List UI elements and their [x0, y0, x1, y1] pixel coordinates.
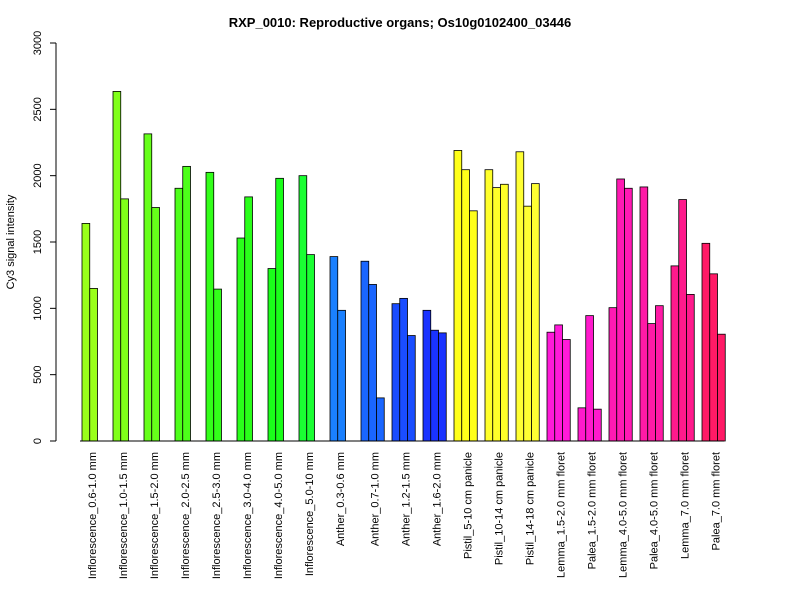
- x-tick-label: Inflorescence_2.5-3.0 mm: [211, 452, 223, 579]
- x-tick-label: Inflorescence_4.0-5.0 mm: [273, 452, 285, 579]
- bar: [174, 187, 184, 442]
- x-tick-label: Inflorescence_1.0-1.5 mm: [118, 452, 130, 579]
- bar: [275, 177, 284, 442]
- x-tick-label: Inflorescence_0.6-1.0 mm: [87, 452, 99, 579]
- y-tick-label: 1500: [32, 230, 44, 254]
- bar: [717, 333, 726, 442]
- bar: [205, 171, 215, 442]
- y-tick-label: 2000: [32, 163, 44, 187]
- x-tick-label: Anther_1.6-2.0 mm: [432, 452, 444, 546]
- bar: [151, 207, 160, 442]
- bar: [376, 397, 385, 442]
- x-tick-label: Anther_0.3-0.6 mm: [335, 452, 347, 546]
- bar: [306, 254, 315, 442]
- bar: [236, 237, 246, 442]
- bar: [430, 329, 439, 442]
- bar: [546, 331, 556, 442]
- y-tick-label: 1000: [32, 296, 44, 320]
- x-tick-label: Inflorescence_2.0-2.5 mm: [180, 452, 192, 579]
- x-tick-labels: Inflorescence_0.6-1.0 mm Inflorescence_1.…: [87, 452, 723, 579]
- bar: [655, 305, 664, 442]
- x-tick-label: Palea_1.5-2.0 mm floret: [587, 452, 599, 569]
- bar: [515, 151, 525, 442]
- bar: [709, 273, 718, 442]
- bar: [585, 315, 594, 442]
- x-tick-label: Lemma_4.0-5.0 mm floret: [618, 452, 630, 578]
- bar: [81, 223, 91, 442]
- bar: [112, 91, 122, 442]
- bars: [81, 91, 726, 442]
- bar: [244, 196, 253, 442]
- x-tick-label: Inflorescence_5.0-10 mm: [304, 452, 316, 576]
- bar: [593, 408, 602, 442]
- bar: [329, 256, 339, 442]
- x-tick-label: Lemma_7.0 mm floret: [680, 452, 692, 559]
- y-tick-label: 0: [32, 438, 44, 444]
- bar: [407, 335, 416, 442]
- bar: [469, 210, 478, 442]
- bar: [531, 183, 540, 442]
- bar: [670, 265, 680, 442]
- bar: [523, 205, 532, 442]
- y-axis: 0 500 1000 1500 2000 2500 3000: [32, 31, 57, 444]
- bar: [616, 178, 625, 442]
- bar: [267, 268, 277, 442]
- bar: [298, 175, 308, 442]
- bar: [500, 183, 509, 442]
- y-tick-label: 2500: [32, 97, 44, 121]
- bar: [89, 288, 98, 442]
- bar: [422, 309, 432, 442]
- bar: [577, 407, 587, 442]
- y-tick-label: 500: [32, 365, 44, 383]
- bar: [438, 332, 447, 442]
- bar: [554, 324, 563, 442]
- bar: [391, 303, 401, 442]
- bar: [461, 169, 470, 442]
- x-tick-label: Palea_4.0-5.0 mm floret: [649, 452, 661, 569]
- y-axis-label: Cy3 signal intensity: [5, 194, 17, 289]
- x-tick-label: Pistil_5-10 cm panicle: [463, 452, 475, 559]
- bar: [484, 169, 494, 442]
- x-tick-label: Pistil_14-18 cm panicle: [525, 452, 537, 565]
- x-tick-label: Lemma_1.5-2.0 mm floret: [556, 452, 568, 578]
- bar: [399, 297, 408, 442]
- bar: [492, 187, 501, 442]
- bar: [453, 150, 463, 442]
- bar: [120, 198, 129, 442]
- bar: [647, 323, 656, 442]
- bar: [143, 133, 153, 442]
- bar: [678, 199, 687, 442]
- bar: [686, 294, 695, 442]
- bar: [639, 186, 649, 442]
- bar: [562, 339, 571, 442]
- bar: [213, 288, 222, 442]
- x-tick-label: Anther_0.7-1.0 mm: [370, 452, 382, 546]
- bar: [337, 309, 346, 442]
- x-tick-label: Palea_7.0 mm floret: [711, 452, 723, 550]
- bar: [624, 187, 633, 442]
- bar: [368, 284, 377, 442]
- x-tick-label: Inflorescence_3.0-4.0 mm: [242, 452, 254, 579]
- y-tick-label: 3000: [32, 31, 44, 55]
- bar: [701, 242, 711, 442]
- bar: [608, 307, 618, 442]
- x-tick-label: Pistil_10-14 cm panicle: [494, 452, 506, 565]
- bar: [182, 165, 191, 442]
- x-tick-label: Inflorescence_1.5-2.0 mm: [149, 452, 161, 579]
- x-tick-label: Anther_1.2-1.5 mm: [401, 452, 413, 546]
- chart-title: RXP_0010: Reproductive organs; Os10g0102…: [229, 15, 572, 30]
- bar: [360, 260, 370, 442]
